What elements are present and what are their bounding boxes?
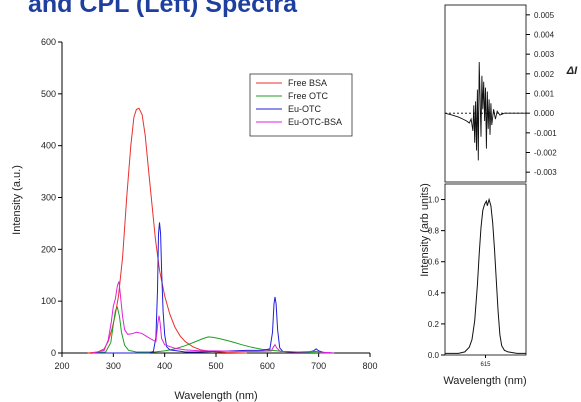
y-tick-label: 200 xyxy=(41,244,56,254)
x-tick-label: 600 xyxy=(260,361,275,371)
legend-label: Free BSA xyxy=(288,78,327,88)
y-tick-label: 600 xyxy=(41,37,56,47)
legend-label: Free OTC xyxy=(288,91,329,101)
legend-label: Eu-OTC xyxy=(288,104,322,114)
x-tick-label: 400 xyxy=(157,361,172,371)
y-axis-label: Intensity (a.u.) xyxy=(11,165,23,235)
y-tick-label: 500 xyxy=(41,89,56,99)
x-axis-label: Wavelength (nm) xyxy=(174,390,257,402)
series-line-eu-otc xyxy=(92,222,335,354)
y-tick-label: 400 xyxy=(41,141,56,151)
x-tick-label: 800 xyxy=(362,361,377,371)
legend: Free BSA Free OTC Eu-OTC Eu-OTC-BSA xyxy=(249,73,353,137)
series-line-free-otc xyxy=(92,306,329,354)
legend-box xyxy=(249,73,353,137)
y-tick-label: 300 xyxy=(41,193,56,203)
y-tick-label: 100 xyxy=(41,296,56,306)
x-tick-label: 500 xyxy=(208,361,223,371)
page-title: and CPL (Left) Spectra xyxy=(28,0,298,18)
main-plot-area: 200 300 400 500 600 700 800 0 100 200 300 400 500 600 xyxy=(41,37,378,371)
x-tick-label: 200 xyxy=(54,361,69,371)
series-line-eu-otc-bsa xyxy=(92,281,335,354)
x-tick-label: 300 xyxy=(106,361,121,371)
x-tick-label: 700 xyxy=(311,361,326,371)
y-tick-label: 0 xyxy=(51,348,56,358)
legend-label: Eu-OTC-BSA xyxy=(288,117,342,127)
